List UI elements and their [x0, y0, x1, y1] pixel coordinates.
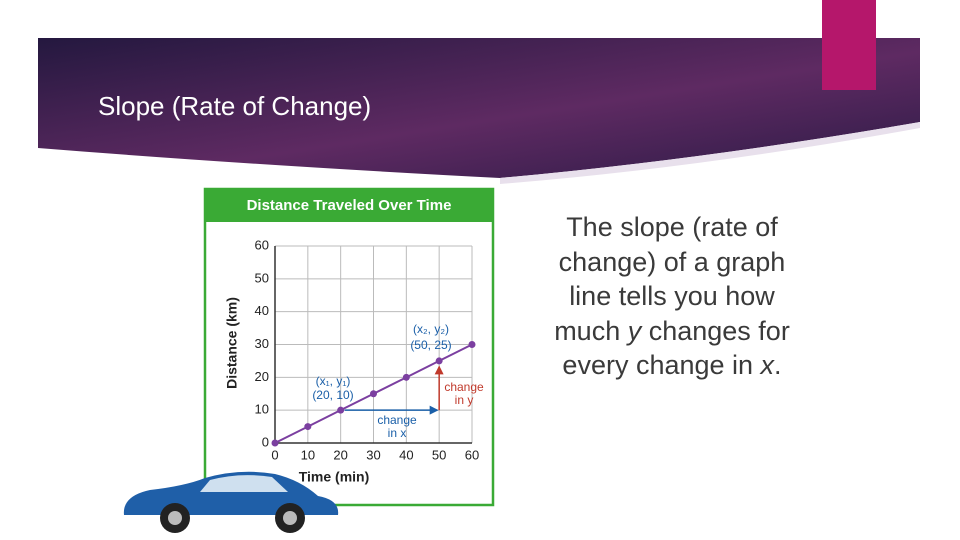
x-tick-label: 0 [271, 447, 278, 462]
header-edge [500, 122, 920, 184]
header-band [38, 38, 920, 178]
x-axis-label: Time (min) [299, 469, 370, 485]
annotation: (50, 25) [410, 338, 451, 352]
plot: 0 10 20 30 40 50 60 0 10 20 30 40 50 60 (x₁, y₁)(20, 1… [255, 237, 484, 462]
data-point [402, 373, 410, 381]
annotation: change [377, 413, 417, 427]
annotation: in x [388, 426, 407, 440]
x-tick-label: 40 [399, 447, 413, 462]
annotation: (x₂, y₂) [413, 322, 449, 336]
data-point [271, 439, 279, 447]
x-tick-label: 10 [301, 447, 315, 462]
data-point [468, 341, 476, 348]
data-point [304, 423, 312, 431]
y-tick-label: 60 [255, 237, 269, 252]
annotation: change [444, 380, 484, 394]
y-axis-label: Distance (km) [224, 297, 240, 389]
y-tick-label: 40 [255, 303, 269, 318]
chart-title: Distance Traveled Over Time [247, 197, 452, 214]
body-text-part: changes for every change in [562, 315, 790, 381]
body-text-var: x [760, 350, 775, 380]
body-text-part: . [774, 350, 782, 380]
body-text: The slope (rate of change) of a graph li… [542, 210, 802, 383]
y-tick-label: 20 [255, 369, 269, 384]
y-tick-label: 30 [255, 336, 269, 351]
annotation: in y [455, 393, 474, 407]
body-text-var: y [627, 315, 642, 346]
y-tick-label: 10 [255, 402, 269, 417]
x-tick-label: 30 [366, 447, 380, 462]
annotation: (x₁, y₁) [316, 374, 351, 388]
x-tick-label: 20 [333, 447, 347, 462]
accent-bar [822, 0, 876, 90]
data-point [435, 357, 443, 365]
car [123, 471, 339, 533]
y-tick-label: 0 [262, 434, 269, 449]
data-point [337, 406, 345, 414]
body-text-part: The slope (rate of change) of a graph li… [554, 212, 786, 346]
y-tick-label: 50 [255, 270, 269, 285]
x-tick-label: 60 [465, 447, 479, 462]
data-point [370, 390, 377, 398]
slide-title: Slope (Rate of Change) [98, 91, 371, 121]
chart-frame [203, 187, 495, 507]
x-tick-label: 50 [432, 447, 446, 462]
chart-title-bar [205, 189, 493, 222]
annotation: (20, 10) [312, 388, 353, 402]
